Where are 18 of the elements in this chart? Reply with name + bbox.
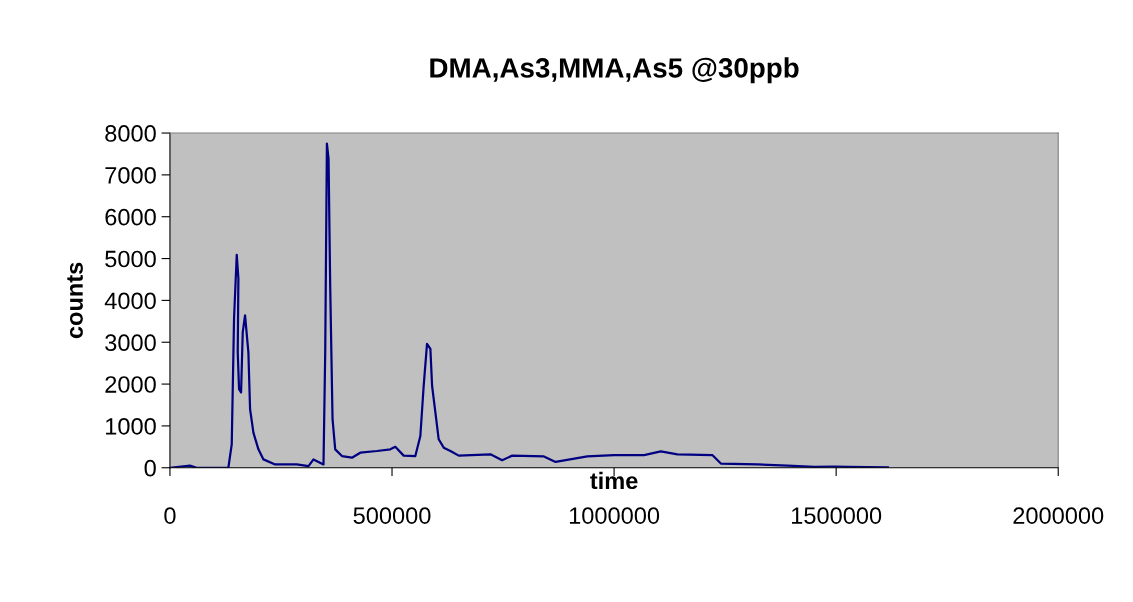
line-series <box>169 142 889 468</box>
y-tick-label: 2000 <box>105 376 156 393</box>
y-tick-label: 0 <box>144 459 156 477</box>
y-tick-label: 8000 <box>105 125 156 142</box>
x-tick-label: 0 <box>164 507 176 524</box>
y-tick-label: 6000 <box>105 208 156 226</box>
chart-title: DMA,As3,MMA,As5 @30ppb <box>430 57 799 84</box>
x-tick-label: 2000000 <box>1013 507 1104 524</box>
y-tick-label: 1000 <box>106 417 156 435</box>
y-axis-title: counts <box>67 262 83 339</box>
y-tick-label: 4000 <box>104 292 156 310</box>
y-tick-label: 7000 <box>105 166 156 184</box>
x-axis-title: time <box>590 471 638 490</box>
y-tick-label: 3000 <box>105 334 156 352</box>
y-tick-label: 5000 <box>105 250 156 268</box>
x-tick-label: 1000000 <box>569 507 660 524</box>
x-tick-label: 500000 <box>353 507 431 524</box>
x-tick-label: 1500000 <box>792 507 882 524</box>
